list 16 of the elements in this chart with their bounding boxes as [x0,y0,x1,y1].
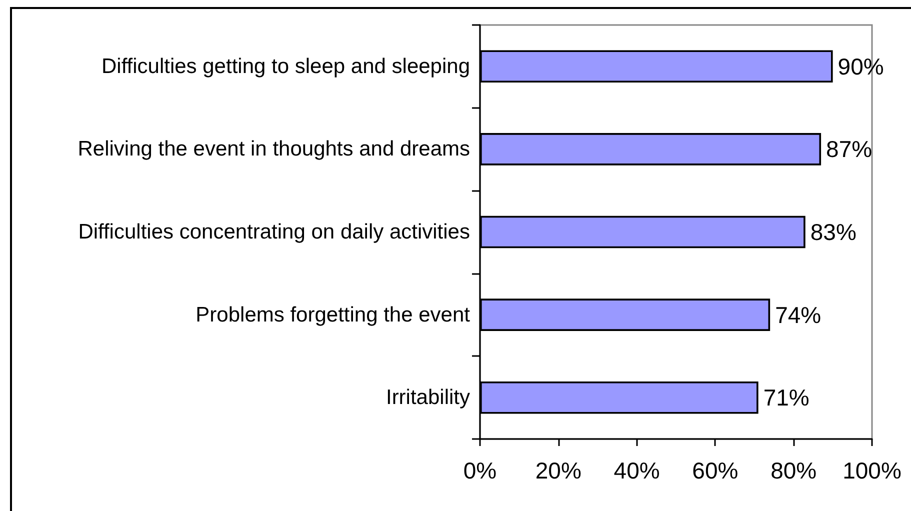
x-tick-label: 0% [463,458,497,484]
data-label: 83% [810,219,856,245]
y-tick-label: Difficulties getting to sleep and sleeping [101,54,470,78]
data-label: 90% [838,53,884,80]
data-label: 71% [763,384,810,411]
y-tick-label: Irritability [386,386,470,410]
x-tick-label: 80% [770,458,817,484]
x-tick-label: 100% [842,458,902,484]
y-tick-label: Difficulties concentrating on daily activities [78,220,470,244]
x-tick-label: 60% [692,458,738,484]
data-label: 74% [775,302,822,328]
y-tick-label: Problems forgetting the event [196,303,470,326]
y-tick-label: Reliving the event in thoughts and dreams [78,138,470,161]
data-label: 87% [826,136,872,162]
x-tick-label: 20% [535,458,582,484]
x-tick-label: 40% [614,458,660,484]
